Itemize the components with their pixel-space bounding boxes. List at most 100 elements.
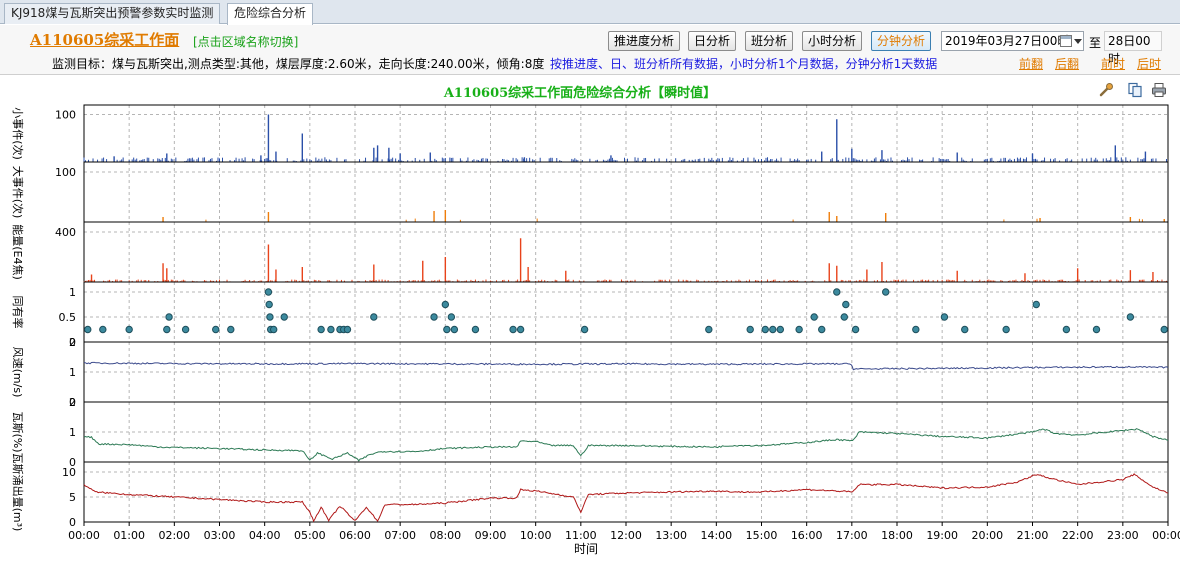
data-point (227, 325, 235, 334)
data-point (280, 313, 288, 321)
tab-bar: KJ918煤与瓦斯突出预警参数实时监测 危险综合分析 (0, 0, 1180, 25)
x-tick-label: 00:00 (1152, 529, 1180, 542)
data-point (769, 325, 777, 334)
data-point (912, 325, 920, 334)
data-point (317, 325, 325, 334)
x-tick-label: 00:00 (68, 529, 100, 542)
x-tick-label: 17:00 (836, 529, 868, 542)
end-date-value: 28日00时 (1108, 34, 1151, 66)
y-tick-label: 2 (69, 396, 76, 409)
start-date-value: 2019年03月27日00时 (945, 34, 1070, 48)
x-tick-label: 04:00 (249, 529, 281, 542)
next-hour-link[interactable]: 后时 (1137, 57, 1162, 71)
data-point (270, 325, 278, 334)
data-point (940, 313, 949, 321)
tab-realtime-monitor[interactable]: KJ918煤与瓦斯突出预警参数实时监测 (4, 3, 221, 24)
data-point (833, 288, 841, 296)
data-point (165, 313, 173, 321)
calendar-icon[interactable] (1060, 35, 1072, 47)
data-point (1002, 325, 1010, 334)
data-point (882, 288, 890, 296)
x-tick-label: 06:00 (339, 529, 371, 542)
data-point (181, 325, 190, 334)
y-tick-label: 0.5 (59, 311, 77, 324)
x-tick-label: 03:00 (204, 529, 236, 542)
y-tick-label: 0 (69, 396, 76, 409)
y-axis-label: 大事件(次) (11, 166, 25, 219)
data-point (163, 325, 171, 334)
data-point (795, 325, 803, 334)
start-date-picker[interactable]: 2019年03月27日00时 (941, 31, 1084, 51)
x-tick-label: 22:00 (1062, 529, 1094, 542)
next-page-link[interactable]: 后翻 (1055, 57, 1080, 71)
y-axis-label: 同有率 (11, 296, 25, 329)
data-point (450, 325, 459, 334)
x-tick-label: 14:00 (700, 529, 732, 542)
data-point (84, 325, 92, 334)
data-point (1126, 313, 1135, 321)
wrench-icon[interactable] (1098, 82, 1114, 98)
copy-icon[interactable] (1127, 82, 1143, 98)
data-point (447, 313, 456, 321)
to-label: 至 (1089, 36, 1102, 50)
minute-analysis-button[interactable]: 分钟分析 (871, 31, 932, 51)
progress-analysis-button[interactable]: 推进度分析 (608, 31, 681, 51)
monitor-target-info: 监测目标：煤与瓦斯突出,测点类型:其他，煤层厚度:2.60米，走向长度:240.… (52, 57, 545, 71)
y-axis-label: 能量(E4焦) (11, 224, 25, 280)
switch-area-hint: [点击区域名称切换] (193, 35, 299, 49)
y-tick-label: 0 (69, 336, 76, 349)
day-analysis-button[interactable]: 日分析 (688, 31, 737, 51)
y-tick-label: 5 (69, 491, 76, 504)
x-tick-label: 16:00 (791, 529, 823, 542)
data-point (264, 288, 273, 296)
end-date-field[interactable]: 28日00时 (1104, 31, 1162, 66)
x-tick-label: 09:00 (475, 529, 507, 542)
chart-title: A110605综采工作面危险综合分析【瞬时值】 (443, 86, 717, 101)
data-point (327, 325, 335, 334)
y-tick-label: 10 (62, 466, 76, 479)
chevron-down-icon[interactable] (1074, 39, 1082, 44)
x-tick-label: 13:00 (655, 529, 687, 542)
shift-analysis-button[interactable]: 班分析 (745, 31, 794, 51)
data-point (266, 313, 274, 321)
y-axis-label: 瓦斯(%) (11, 411, 24, 452)
y-tick-label: 1 (69, 366, 76, 379)
data-point (961, 325, 969, 334)
x-tick-label: 18:00 (881, 529, 913, 542)
x-tick-label: 10:00 (520, 529, 552, 542)
analysis-header: A110605综采工作面 [点击区域名称切换] 推进度分析 日分析 班分析 小时… (0, 25, 1180, 75)
y-tick-label: 1 (69, 286, 76, 299)
hour-analysis-button[interactable]: 小时分析 (802, 31, 863, 51)
data-point (443, 325, 451, 334)
print-icon[interactable] (1151, 82, 1167, 98)
data-point (842, 300, 850, 309)
data-point (370, 313, 378, 321)
x-tick-label: 20:00 (971, 529, 1003, 542)
work-face-title[interactable]: A110605综采工作面 (30, 31, 180, 49)
x-tick-label: 23:00 (1107, 529, 1139, 542)
x-tick-label: 07:00 (384, 529, 416, 542)
data-point (851, 325, 860, 334)
data-point (705, 325, 713, 334)
prev-hour-link[interactable]: 前时 (1101, 57, 1126, 71)
data-point (761, 325, 769, 334)
x-tick-label: 05:00 (294, 529, 326, 542)
y-axis-label: 小事件(次) (11, 107, 25, 160)
data-point (99, 325, 107, 334)
y-tick-label: 1 (69, 426, 76, 439)
tab-risk-analysis[interactable]: 危险综合分析 (227, 3, 314, 25)
y-tick-label: 0 (69, 456, 76, 469)
x-tick-label: 12:00 (610, 529, 642, 542)
series-line (83, 428, 1169, 462)
x-tick-label: 19:00 (926, 529, 958, 542)
prev-page-link[interactable]: 前翻 (1019, 57, 1044, 71)
x-tick-label: 11:00 (565, 529, 597, 542)
x-tick-label: 21:00 (1017, 529, 1049, 542)
data-point (441, 300, 450, 309)
data-point (471, 325, 480, 334)
series-line (83, 361, 1169, 371)
data-range-note: 按推进度、日、班分析所有数据，小时分析1个月数据，分钟分析1天数据 (550, 57, 938, 71)
data-point (776, 325, 785, 334)
y-tick-label: 2 (69, 336, 76, 349)
data-point (1032, 300, 1040, 309)
